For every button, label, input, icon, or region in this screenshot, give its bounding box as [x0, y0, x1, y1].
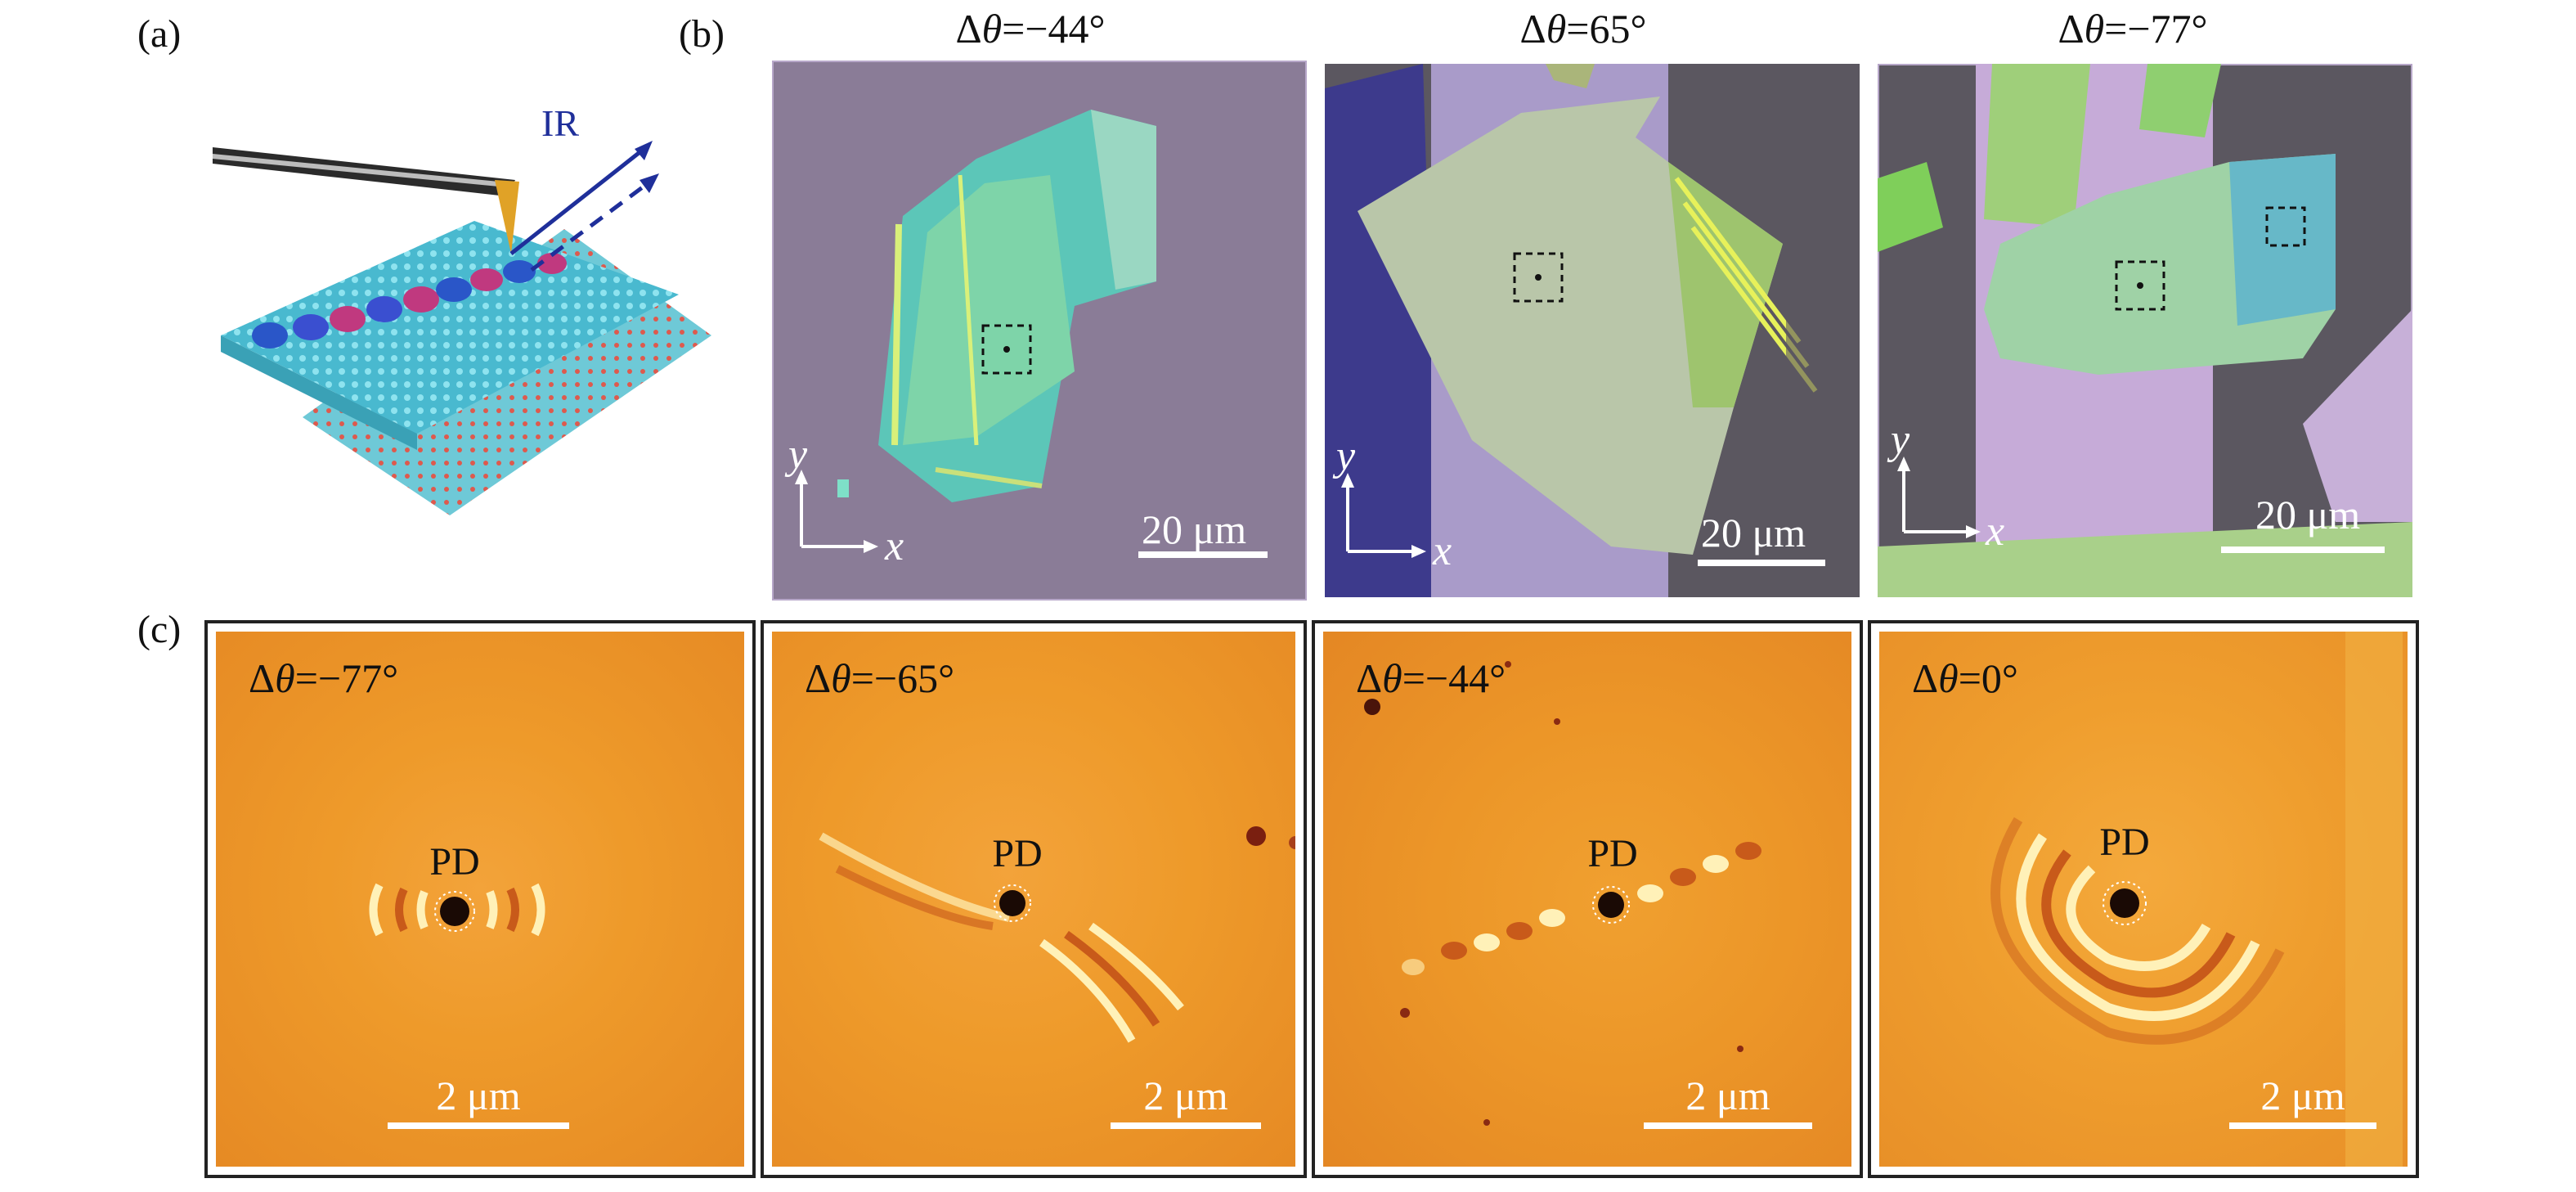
panel-label-a: (a) [137, 12, 182, 56]
angle-label: Δθ=−44° [1356, 655, 1506, 701]
scale-label: 2 μm [1143, 1073, 1228, 1118]
axis-x-label: x [884, 523, 904, 569]
axis-y-label: y [1887, 416, 1910, 463]
axis-x-label: x [1985, 508, 2004, 555]
scale-label: 20 μm [1142, 506, 1246, 552]
scale-label: 2 μm [2260, 1073, 2345, 1118]
angle-label: Δθ=−77° [249, 655, 399, 701]
pd-label: PD [1587, 832, 1638, 875]
pd-label: PD [429, 840, 480, 884]
schematic-figure: IR [204, 90, 728, 548]
scale-bar [388, 1122, 569, 1129]
micrograph-1: x y 20 μm [772, 61, 1307, 600]
scale-bar [1111, 1122, 1261, 1129]
pd-label: PD [992, 832, 1043, 875]
micro-title-3: Δθ=−77° [2058, 6, 2208, 52]
scale-label: 2 μm [1685, 1073, 1770, 1118]
micro-title-1: Δθ=−44° [955, 6, 1106, 52]
pd-label: PD [2099, 821, 2150, 864]
nearfield-image-1: Δθ=−77° PD 2 μm [204, 620, 756, 1178]
angle-label: Δθ=−65° [805, 655, 955, 701]
micrograph-2: x y 20 μm [1325, 64, 1860, 597]
panel-label-b: (b) [679, 12, 725, 56]
scale-label: 20 μm [1701, 510, 1806, 556]
micrograph-3: x y 20 μm [1878, 64, 2412, 597]
micro-title-2: Δθ=65° [1519, 6, 1647, 52]
scale-bar [1644, 1122, 1812, 1129]
ir-label: IR [541, 102, 579, 144]
axis-y-label: y [784, 431, 808, 478]
axis-y-label: y [1332, 433, 1356, 479]
nearfield-image-2: Δθ=−65° PD 2 μm [761, 620, 1307, 1178]
nearfield-image-4: Δθ=0° PD 2 μm [1868, 620, 2419, 1178]
scale-bar [2229, 1122, 2376, 1129]
angle-label: Δθ=0° [1912, 655, 2018, 701]
scale-label: 20 μm [2255, 492, 2360, 538]
nearfield-image-3: Δθ=−44° PD 2 μm [1312, 620, 1863, 1178]
axis-x-label: x [1432, 528, 1452, 574]
scale-label: 2 μm [436, 1073, 521, 1118]
panel-label-c: (c) [137, 608, 182, 651]
